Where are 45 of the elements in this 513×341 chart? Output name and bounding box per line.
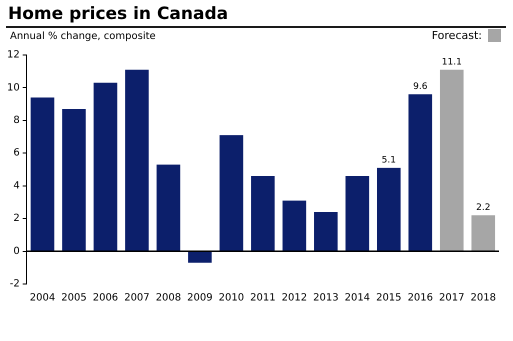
data-label: 11.1 [442, 58, 462, 68]
x-tick-label: 2006 [92, 292, 118, 304]
chart-title: Home prices in Canada [8, 4, 228, 24]
bar [62, 108, 86, 251]
x-tick-label: 2007 [124, 292, 150, 304]
bar [156, 164, 180, 251]
y-tick-label: 12 [6, 50, 20, 61]
bar [282, 200, 306, 251]
x-tick-label: 2018 [470, 292, 496, 304]
bar [314, 212, 338, 251]
data-label: 2.2 [476, 203, 490, 214]
bar [346, 176, 370, 251]
legend-label: Forecast: [432, 29, 482, 42]
x-tick-label: 2011 [250, 292, 276, 304]
y-tick-label: -2 [10, 278, 20, 290]
x-tick-label: 2004 [30, 292, 56, 304]
bar [125, 70, 149, 251]
y-tick-label: 4 [13, 180, 20, 192]
x-tick-label: 2014 [344, 292, 370, 304]
bar [251, 176, 275, 251]
y-tick-label: 2 [13, 213, 20, 224]
x-tick-label: 2005 [61, 292, 87, 304]
x-tick-label: 2010 [218, 292, 244, 304]
x-tick-label: 2012 [282, 292, 308, 304]
y-tick-label: 10 [6, 82, 20, 94]
x-tick-label: 2013 [313, 292, 339, 304]
x-tick-label: 2009 [187, 292, 213, 304]
bar [471, 215, 496, 251]
bar [376, 168, 401, 251]
y-tick-label: 0 [13, 246, 20, 257]
y-tick-label: 8 [13, 115, 20, 126]
data-label: 9.6 [413, 82, 428, 92]
x-tick-label: 2016 [408, 292, 434, 304]
bar [30, 98, 54, 251]
bar [408, 94, 432, 251]
x-tick-label: 2015 [376, 292, 402, 304]
bar [94, 82, 118, 251]
bar [440, 70, 464, 251]
y-tick-label: 6 [13, 148, 20, 159]
bar [220, 135, 244, 251]
data-label: 5.1 [382, 156, 396, 166]
chart-subtitle: Annual % change, composite [10, 31, 156, 42]
x-tick-label: 2008 [156, 292, 182, 304]
bar [188, 252, 212, 263]
x-tick-label: 2017 [439, 292, 464, 304]
